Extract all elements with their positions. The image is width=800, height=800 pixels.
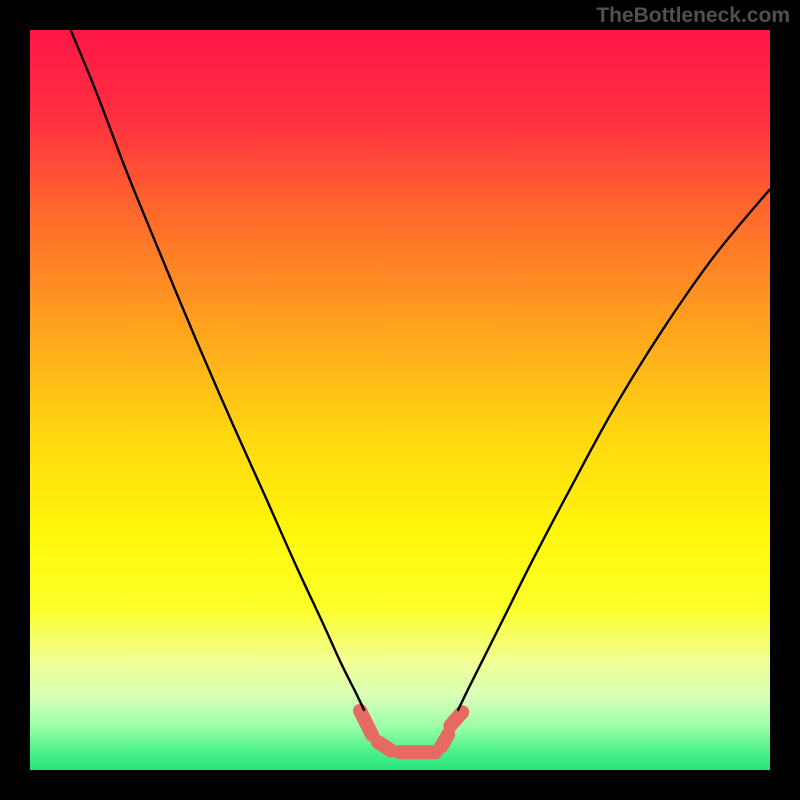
squiggle-segment [378, 742, 391, 751]
squiggle-segment [360, 711, 372, 735]
squiggle-segment [450, 712, 462, 725]
squiggle-segment [441, 734, 448, 746]
plot-area [30, 30, 770, 770]
curves-layer [30, 30, 770, 770]
valley-squiggle [360, 711, 462, 752]
left-curve [71, 30, 365, 711]
right-curve [458, 189, 770, 711]
watermark-text: TheBottleneck.com [596, 4, 790, 28]
outer-frame: TheBottleneck.com [0, 0, 800, 800]
